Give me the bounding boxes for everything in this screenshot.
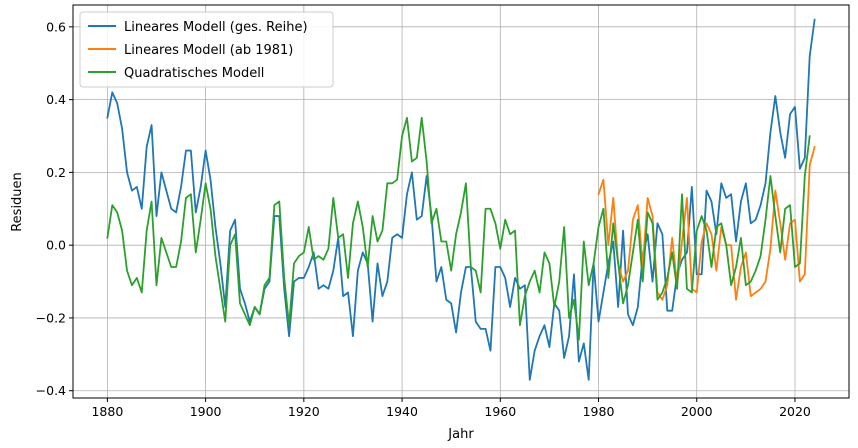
y-axis-label: Residuen <box>10 172 25 232</box>
series-layer <box>106 18 816 381</box>
y-tick-label: 0.4 <box>46 92 66 107</box>
y-tick-label: 0.6 <box>46 19 66 34</box>
legend: Lineares Modell (ges. Reihe) Lineares Mo… <box>79 11 334 88</box>
x-tick-label: 2000 <box>681 404 713 419</box>
series-line-quadratic <box>106 116 811 341</box>
x-tick-label: 1920 <box>288 404 320 419</box>
x-axis-label: Jahr <box>447 427 474 442</box>
x-tick-label: 1900 <box>190 404 222 419</box>
legend-label-linear-full: Lineares Modell (ges. Reihe) <box>124 20 308 35</box>
legend-box <box>79 11 334 88</box>
plot-frame <box>72 4 850 399</box>
series-line-linear-1981 <box>597 146 816 301</box>
y-tick-label: −0.4 <box>36 383 66 398</box>
x-tick-label: 1940 <box>386 404 418 419</box>
y-tick-label: −0.2 <box>36 310 66 325</box>
y-tick-label: 0.2 <box>46 165 66 180</box>
x-tick-label: 1980 <box>583 404 615 419</box>
x-tick-label: 2020 <box>779 404 811 419</box>
y-tick-label: 0.0 <box>46 238 66 253</box>
legend-label-linear-1981: Lineares Modell (ab 1981) <box>124 43 293 58</box>
legend-label-quadratic: Quadratisches Modell <box>124 66 264 81</box>
x-tick-label: 1960 <box>484 404 516 419</box>
x-tick-label: 1880 <box>91 404 123 419</box>
series-line-linear-full <box>106 18 816 381</box>
axis-ticks: 1880 1900 1920 1940 1960 1980 2000 2020 −0.4 −0.2… <box>36 19 811 419</box>
